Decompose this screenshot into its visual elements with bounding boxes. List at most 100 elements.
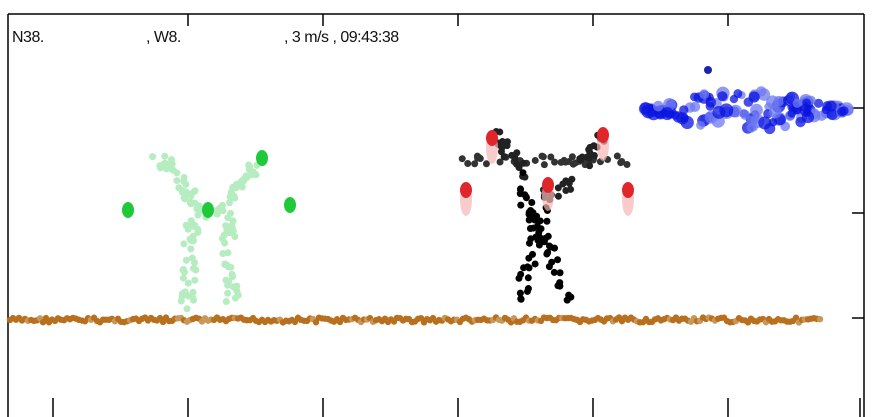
- tower-point: [555, 193, 562, 200]
- tower-point: [471, 160, 478, 167]
- tree-point: [225, 229, 232, 236]
- tower-point: [525, 285, 532, 292]
- tree-point: [229, 184, 236, 191]
- tree-marker: [122, 202, 134, 218]
- tower-point: [565, 292, 572, 299]
- tower-point: [513, 161, 520, 168]
- tower-point: [545, 233, 552, 240]
- tower-point: [459, 155, 466, 162]
- tower-point: [508, 152, 515, 159]
- cloud-point: [704, 66, 712, 74]
- cloud-point: [706, 102, 715, 111]
- tower-marker: [486, 130, 498, 146]
- tower-point: [583, 154, 590, 161]
- tower-point: [515, 275, 522, 282]
- tree-point: [229, 271, 236, 278]
- tower-point: [526, 240, 533, 247]
- tree-point: [194, 212, 201, 219]
- tower-point: [524, 263, 531, 270]
- tower-point: [498, 148, 505, 155]
- cloud-point: [696, 121, 705, 130]
- cloud-point: [719, 103, 733, 117]
- tower-point: [618, 158, 625, 165]
- tree-point: [238, 178, 245, 185]
- longitude: , W8.: [146, 29, 181, 46]
- tree-point: [184, 305, 191, 312]
- tower-point: [568, 176, 575, 183]
- tower-point: [548, 259, 555, 266]
- tower-marker: [460, 182, 472, 198]
- tower-point: [541, 161, 548, 168]
- tree-point: [219, 250, 226, 257]
- tower-marker: [622, 182, 634, 198]
- tower-point: [464, 160, 471, 167]
- cloud-point: [661, 107, 674, 120]
- tree-point: [182, 181, 189, 188]
- tower-point: [528, 199, 535, 206]
- tree-point: [196, 203, 203, 210]
- tower-point: [543, 218, 550, 225]
- tree-point: [226, 199, 233, 206]
- cloud-point: [758, 88, 770, 100]
- cloud-point: [802, 111, 814, 123]
- tree-point: [183, 257, 190, 264]
- tree-point: [190, 237, 197, 244]
- tree-point: [228, 191, 235, 198]
- tree-point: [185, 280, 192, 287]
- tower-point: [525, 255, 532, 262]
- tree-marker: [256, 150, 268, 166]
- tower-point: [518, 296, 525, 303]
- tree-point: [191, 259, 198, 266]
- tree-point: [175, 184, 182, 191]
- tree-point: [181, 195, 188, 202]
- tree-point: [230, 283, 237, 290]
- tree-point: [219, 207, 226, 214]
- tree-point: [232, 295, 239, 302]
- tree-point: [219, 235, 226, 242]
- tower-point: [586, 162, 593, 169]
- cloud-point: [673, 111, 684, 122]
- tower-point: [533, 216, 540, 223]
- tower-point: [532, 157, 539, 164]
- tower-point: [523, 194, 530, 201]
- tree-point: [161, 153, 168, 160]
- tower-point: [517, 290, 524, 297]
- cloud-point: [750, 104, 763, 117]
- tree-point: [149, 153, 156, 160]
- tower-point: [556, 283, 563, 290]
- tree-point: [188, 220, 195, 227]
- point-cloud-view: N38. , W8. , 3 m/s , 09:43:38: [0, 0, 879, 417]
- tree-point: [189, 294, 196, 301]
- cloud-point: [839, 106, 848, 115]
- cloud-point: [822, 106, 830, 114]
- tree-point: [180, 240, 187, 247]
- tree-point: [224, 290, 231, 297]
- tower-point: [567, 186, 574, 193]
- tower-point: [551, 159, 558, 166]
- cloud-point: [639, 102, 651, 114]
- tower-point: [532, 260, 539, 267]
- tree-point: [180, 266, 187, 273]
- tree-point: [180, 275, 187, 282]
- tree-point: [182, 288, 189, 295]
- ground-point: [817, 316, 823, 322]
- tree-point: [223, 298, 230, 305]
- cloud-point: [653, 101, 664, 112]
- latitude: N38.: [12, 29, 44, 46]
- tree-point: [223, 277, 230, 284]
- tree-point: [194, 229, 201, 236]
- tower-point: [543, 251, 550, 258]
- tower-point: [526, 209, 533, 216]
- tower-point: [540, 153, 547, 160]
- tree-point: [246, 166, 253, 173]
- tower-point: [504, 138, 511, 145]
- cloud-point: [699, 89, 709, 99]
- tower-point: [558, 159, 565, 166]
- tree-point: [227, 210, 234, 217]
- tree-point: [191, 277, 198, 284]
- cloud-point: [793, 99, 802, 108]
- cloud-point: [788, 109, 796, 117]
- redaction: [200, 22, 280, 48]
- tower-point: [538, 225, 545, 232]
- tower-point: [587, 144, 594, 151]
